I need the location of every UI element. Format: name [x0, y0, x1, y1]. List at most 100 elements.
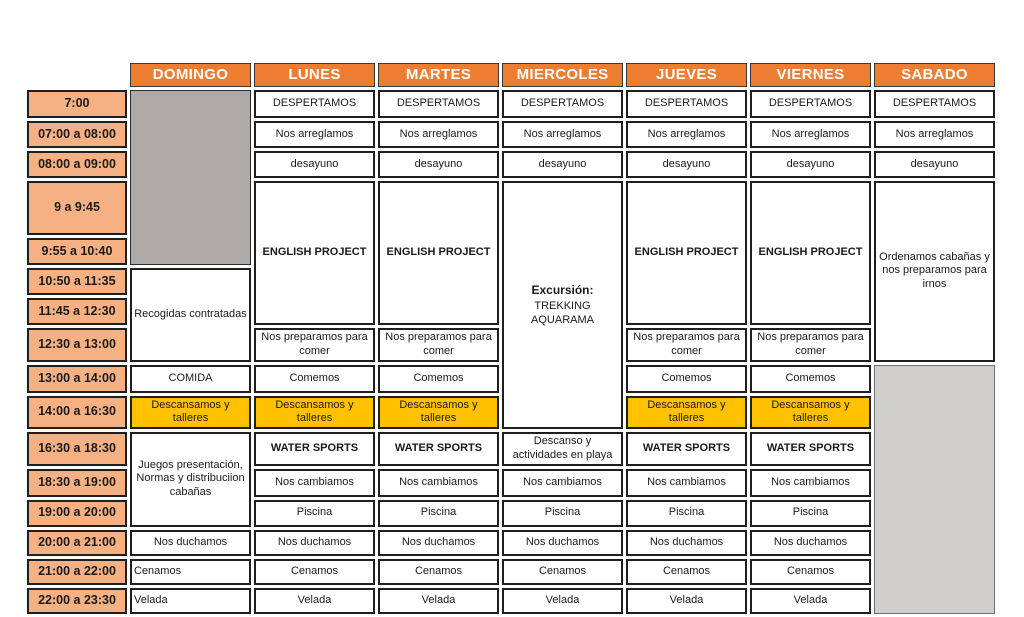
cell-martes-desayuno: desayuno [378, 151, 499, 178]
cell-domingo-comida: COMIDA [130, 364, 251, 393]
cell-viernes-duchamos: Nos duchamos [750, 529, 871, 556]
cell-jueves-cenamos: Cenamos [626, 558, 747, 585]
cell-viernes-arreglamos: Nos arreglamos [750, 121, 871, 148]
cell-jueves-velada: Velada [626, 587, 747, 614]
cell-jueves-piscina: Piscina [626, 499, 747, 527]
excursion-title: Excursión: [531, 282, 594, 297]
cell-martes-velada: Velada [378, 587, 499, 614]
time-slot-11: 18:30 a 19:00 [27, 468, 127, 497]
row-1145-1230: 11:45 a 12:30 [27, 298, 995, 325]
cell-jueves-water-sports: WATER SPORTS [626, 432, 747, 466]
cell-sabado-ordenamos: Ordenamos cabañas y nos preparamos para … [874, 181, 995, 362]
cell-miercoles-cenamos: Cenamos [502, 558, 623, 585]
cell-viernes-descansamos: Descansamos y talleres [750, 395, 871, 429]
cell-jueves-cambiamos: Nos cambiamos [626, 468, 747, 497]
day-header-jueves: JUEVES [626, 63, 747, 87]
cell-miercoles-piscina: Piscina [502, 499, 623, 527]
cell-jueves-descansamos: Descansamos y talleres [626, 395, 747, 429]
time-slot-2: 08:00 a 09:00 [27, 151, 127, 178]
cell-domingo-duchamos: Nos duchamos [130, 529, 251, 556]
row-0800-0900: 08:00 a 09:00 desayuno desayuno desayuno… [27, 151, 995, 178]
cell-lunes-cambiamos: Nos cambiamos [254, 468, 375, 497]
cell-viernes-desayuno: desayuno [750, 151, 871, 178]
row-1300-1400: 13:00 a 14:00 COMIDA Comemos Comemos Com… [27, 364, 995, 614]
time-slot-5: 10:50 a 11:35 [27, 268, 127, 295]
cell-lunes-cenamos: Cenamos [254, 558, 375, 585]
cell-lunes-english-project: ENGLISH PROJECT [254, 181, 375, 325]
cell-miercoles-velada: Velada [502, 587, 623, 614]
cell-lunes-duchamos: Nos duchamos [254, 529, 375, 556]
cell-viernes-piscina: Piscina [750, 499, 871, 527]
row-1050-1135: 10:50 a 11:35 Recogidas contratadas [27, 268, 995, 362]
cell-martes-cenamos: Cenamos [378, 558, 499, 585]
row-0700: 7:00 DESPERTAMOS DESPERTAMOS DESPERTAMOS… [27, 90, 995, 265]
time-slot-10: 16:30 a 18:30 [27, 432, 127, 466]
cell-sabado-empty-afternoon [874, 364, 995, 614]
cell-lunes-velada: Velada [254, 587, 375, 614]
cell-domingo-velada: Velada [130, 587, 251, 614]
cell-miercoles-excursion: Excursión: TREKKING AQUARAMA [502, 181, 623, 429]
cell-jueves-desayuno: desayuno [626, 151, 747, 178]
time-slot-9: 14:00 a 16:30 [27, 395, 127, 429]
cell-sabado-desayuno: desayuno [874, 151, 995, 178]
cell-miercoles-descanso-playa: Descanso y actividades en playa [502, 432, 623, 466]
row-1400-1630: 14:00 a 16:30 Descansamos y talleres Des… [27, 395, 995, 429]
cell-sabado-despertamos: DESPERTAMOS [874, 90, 995, 118]
cell-martes-piscina: Piscina [378, 499, 499, 527]
cell-domingo-recogidas: Recogidas contratadas [130, 268, 251, 362]
cell-lunes-piscina: Piscina [254, 499, 375, 527]
cell-martes-cambiamos: Nos cambiamos [378, 468, 499, 497]
cell-miercoles-duchamos: Nos duchamos [502, 529, 623, 556]
day-header-lunes: LUNES [254, 63, 375, 87]
day-header-miercoles: MIERCOLES [502, 63, 623, 87]
cell-lunes-descansamos: Descansamos y talleres [254, 395, 375, 429]
cell-jueves-comemos: Comemos [626, 364, 747, 393]
cell-viernes-cenamos: Cenamos [750, 558, 871, 585]
row-1830-1900: 18:30 a 19:00 Nos cambiamos Nos cambiamo… [27, 468, 995, 497]
corner-blank-cell [27, 63, 127, 87]
schedule-table-container: DOMINGO LUNES MARTES MIERCOLES JUEVES VI… [24, 60, 998, 617]
row-2000-2100: 20:00 a 21:00 Nos duchamos Nos duchamos … [27, 529, 995, 556]
row-0700-0800: 07:00 a 08:00 Nos arreglamos Nos arregla… [27, 121, 995, 148]
cell-martes-comemos: Comemos [378, 364, 499, 393]
cell-viernes-water-sports: WATER SPORTS [750, 432, 871, 466]
row-1230-1300: 12:30 a 13:00 Nos preparamos para comer … [27, 328, 995, 362]
row-2100-2200: 21:00 a 22:00 Cenamos Cenamos Cenamos Ce… [27, 558, 995, 585]
cell-jueves-arreglamos: Nos arreglamos [626, 121, 747, 148]
cell-lunes-preparamos: Nos preparamos para comer [254, 328, 375, 362]
time-slot-8: 13:00 a 14:00 [27, 364, 127, 393]
time-slot-15: 22:00 a 23:30 [27, 587, 127, 614]
time-slot-13: 20:00 a 21:00 [27, 529, 127, 556]
cell-martes-duchamos: Nos duchamos [378, 529, 499, 556]
cell-domingo-descansamos: Descansamos y talleres [130, 395, 251, 429]
row-1630-1830: 16:30 a 18:30 Juegos presentación, Norma… [27, 432, 995, 527]
day-header-viernes: VIERNES [750, 63, 871, 87]
time-slot-6: 11:45 a 12:30 [27, 298, 127, 325]
cell-viernes-preparamos: Nos preparamos para comer [750, 328, 871, 362]
cell-domingo-empty-morning [130, 90, 251, 265]
cell-jueves-preparamos: Nos preparamos para comer [626, 328, 747, 362]
time-slot-4: 9:55 a 10:40 [27, 238, 127, 265]
cell-miercoles-despertamos: DESPERTAMOS [502, 90, 623, 118]
cell-lunes-water-sports: WATER SPORTS [254, 432, 375, 466]
day-header-row: DOMINGO LUNES MARTES MIERCOLES JUEVES VI… [27, 63, 995, 87]
time-slot-0: 7:00 [27, 90, 127, 118]
cell-martes-english-project: ENGLISH PROJECT [378, 181, 499, 325]
time-slot-3: 9 a 9:45 [27, 181, 127, 235]
cell-miercoles-arreglamos: Nos arreglamos [502, 121, 623, 148]
cell-lunes-comemos: Comemos [254, 364, 375, 393]
cell-martes-preparamos: Nos preparamos para comer [378, 328, 499, 362]
cell-lunes-desayuno: desayuno [254, 151, 375, 178]
cell-jueves-english-project: ENGLISH PROJECT [626, 181, 747, 325]
cell-domingo-cenamos: Cenamos [130, 558, 251, 585]
time-slot-7: 12:30 a 13:00 [27, 328, 127, 362]
cell-lunes-despertamos: DESPERTAMOS [254, 90, 375, 118]
cell-viernes-cambiamos: Nos cambiamos [750, 468, 871, 497]
cell-martes-despertamos: DESPERTAMOS [378, 90, 499, 118]
cell-jueves-duchamos: Nos duchamos [626, 529, 747, 556]
cell-martes-descansamos: Descansamos y talleres [378, 395, 499, 429]
cell-domingo-juegos: Juegos presentación, Normas y distribuci… [130, 432, 251, 527]
row-1900-2000: 19:00 a 20:00 Piscina Piscina Piscina Pi… [27, 499, 995, 527]
time-slot-1: 07:00 a 08:00 [27, 121, 127, 148]
excursion-line2: AQUARAMA [531, 313, 594, 326]
